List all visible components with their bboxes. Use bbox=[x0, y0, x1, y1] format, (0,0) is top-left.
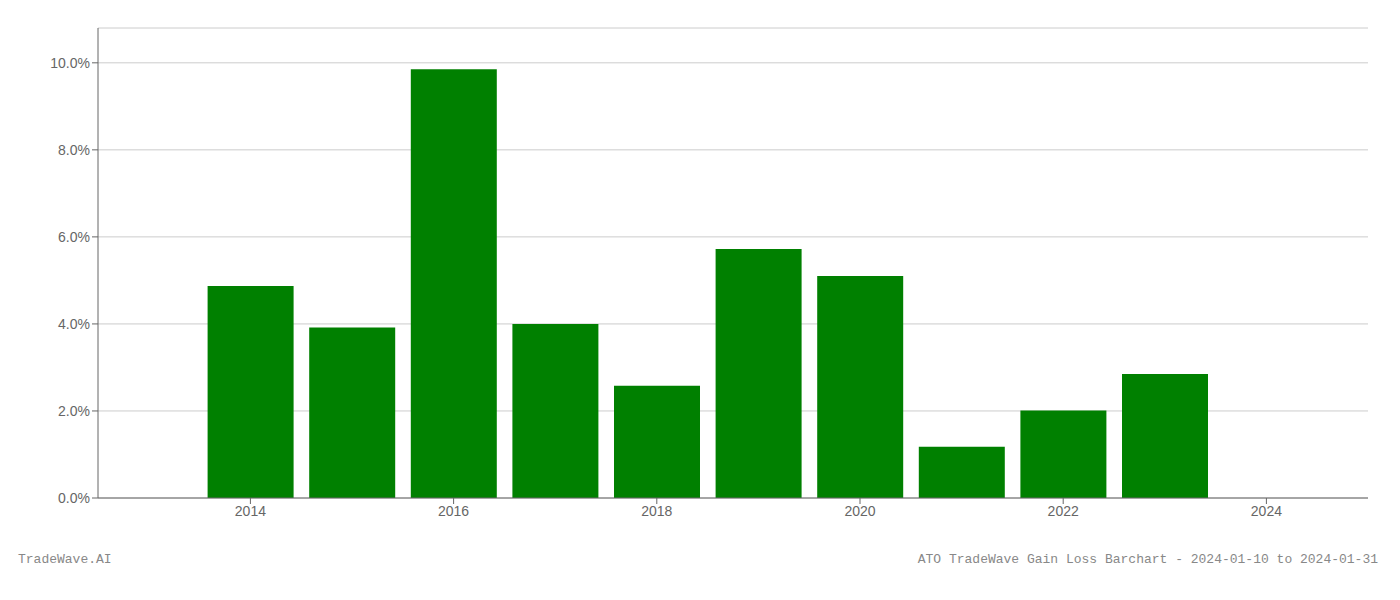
svg-text:0.0%: 0.0% bbox=[58, 490, 90, 506]
svg-text:6.0%: 6.0% bbox=[58, 229, 90, 245]
svg-text:2018: 2018 bbox=[641, 503, 672, 519]
svg-text:2.0%: 2.0% bbox=[58, 403, 90, 419]
svg-text:2016: 2016 bbox=[438, 503, 469, 519]
svg-text:2020: 2020 bbox=[844, 503, 875, 519]
svg-text:10.0%: 10.0% bbox=[50, 55, 90, 71]
svg-text:2024: 2024 bbox=[1251, 503, 1282, 519]
html-text:TradeWave.AI: TradeWave.AI bbox=[18, 552, 112, 567]
svg-text:8.0%: 8.0% bbox=[58, 142, 90, 158]
svg-text:2022: 2022 bbox=[1048, 503, 1079, 519]
svg-text:4.0%: 4.0% bbox=[58, 316, 90, 332]
html-text:ATO TradeWave Gain Loss Barcha: ATO TradeWave Gain Loss Barchart - 2024-… bbox=[917, 552, 1378, 567]
svg-text:2014: 2014 bbox=[235, 503, 266, 519]
